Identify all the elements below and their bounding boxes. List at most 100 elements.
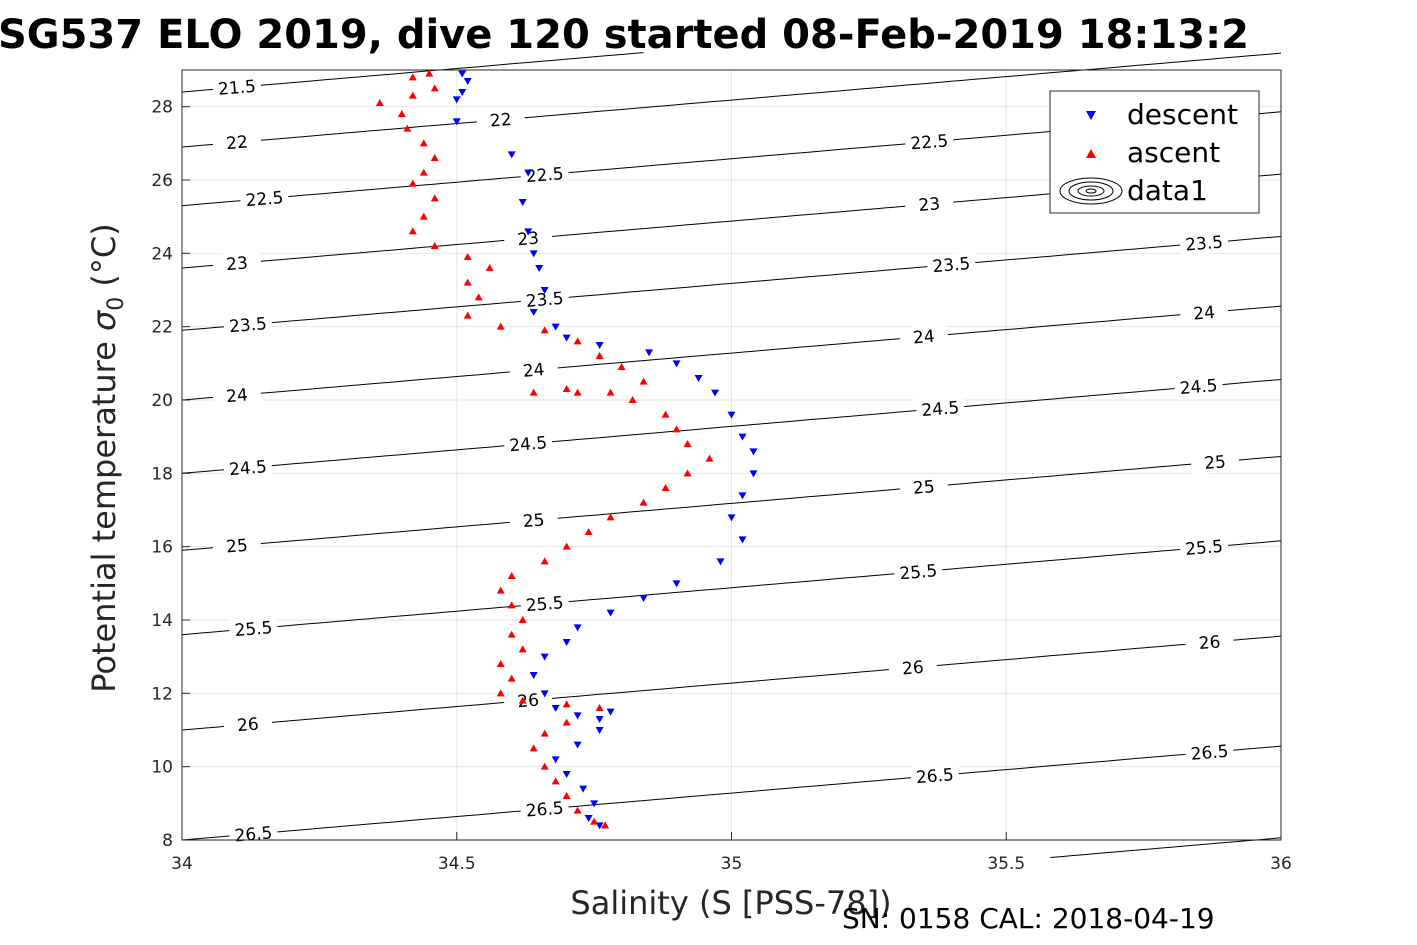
ascent-point <box>562 700 571 708</box>
descent-point <box>458 89 467 96</box>
contour-label-bg <box>503 225 554 252</box>
ascent-point <box>507 630 516 638</box>
descent-point <box>694 375 703 382</box>
descent-point <box>562 334 571 342</box>
contour-label: 23 <box>918 194 941 216</box>
descent-point <box>540 690 549 698</box>
ascent-point <box>518 696 527 704</box>
ascent-point <box>496 689 505 697</box>
y-tick-label: 8 <box>162 831 173 851</box>
ascent-point <box>573 806 582 814</box>
ascent-point <box>496 322 505 330</box>
ascent-point <box>408 179 417 187</box>
ascent-point <box>551 777 560 785</box>
contour-label: 24 <box>1193 303 1216 325</box>
contour-label-bg <box>519 161 570 188</box>
y-tick-label: 20 <box>151 391 173 411</box>
contour-label: 26 <box>1198 632 1221 654</box>
contour-label-bg <box>212 532 262 559</box>
contour-label-bg <box>1173 373 1224 400</box>
contour-label-bg <box>228 615 279 642</box>
contour-label: 25 <box>912 477 935 499</box>
contour-label-bg <box>893 558 944 585</box>
descent-point <box>540 287 549 294</box>
contour-label-bg <box>1190 449 1240 476</box>
descent-point <box>738 492 747 500</box>
contour-label-bg <box>898 473 949 500</box>
descent-point <box>535 265 544 272</box>
contour-label-bg <box>904 128 955 155</box>
descent-point <box>716 558 725 566</box>
y-tick-label: 24 <box>151 244 173 264</box>
descent-point <box>529 250 538 258</box>
contour-label: 22.5 <box>910 131 949 154</box>
ascent-point <box>419 168 428 176</box>
descent-point <box>727 411 736 419</box>
descent-point <box>606 609 615 617</box>
contour-label-bg <box>508 356 559 383</box>
descent-point <box>452 96 461 104</box>
ascent-point <box>496 660 505 667</box>
y-tick-label: 16 <box>151 538 173 558</box>
descent-point <box>562 771 571 778</box>
contour-label-bg <box>519 796 570 823</box>
contour-line <box>181 236 1282 331</box>
ascent-point <box>606 388 615 396</box>
contour-label-bg <box>239 185 290 212</box>
ascent-point <box>408 73 417 81</box>
ascent-point <box>595 352 604 359</box>
ascent-point <box>408 227 417 235</box>
contour-label: 25 <box>225 536 248 558</box>
contour-label: 23.5 <box>228 314 267 337</box>
descent-point <box>579 785 588 793</box>
contour-label: 26.5 <box>234 823 273 846</box>
contour-label: 24.5 <box>921 398 960 421</box>
contour-label: 24.5 <box>228 457 267 480</box>
ascent-point <box>661 484 670 491</box>
descent-point <box>749 470 758 478</box>
contour-label: 26.5 <box>1190 742 1229 765</box>
y-axis-label-unit: (°C) <box>85 223 123 296</box>
contour-line <box>181 745 1282 841</box>
legend: descent ascent data1 <box>1049 90 1260 214</box>
legend-contour-icon <box>1059 177 1123 205</box>
y-tick-label: 14 <box>151 611 173 631</box>
ascent-point <box>683 469 692 477</box>
x-axis-label: Salinity (S [PSS-78]) <box>570 884 891 922</box>
ascent-point <box>562 718 571 726</box>
contour-label: 24 <box>225 385 248 407</box>
ascent-point <box>463 278 472 286</box>
x-tick-label: 35 <box>721 854 743 874</box>
ascent-point <box>375 99 384 106</box>
chart-title: SG537 ELO 2019, dive 120 started 08-Feb-… <box>0 12 1249 58</box>
contour-label: 22 <box>489 110 512 132</box>
ascent-point <box>562 792 571 799</box>
ascent-point <box>540 326 549 334</box>
contour-label-bg <box>223 711 273 738</box>
x-tick-label: 34.5 <box>438 854 476 874</box>
contour-label-bg <box>1179 299 1229 326</box>
descent-point <box>540 653 549 661</box>
contour-label: 24 <box>522 360 545 382</box>
contour-label: 22.5 <box>525 164 564 187</box>
contour-label: 26 <box>517 691 540 713</box>
y-tick-label: 22 <box>151 318 173 338</box>
descent-point <box>524 228 533 236</box>
ascent-point <box>705 454 714 462</box>
ascent-point <box>419 212 428 220</box>
contour-label: 23.5 <box>525 289 564 312</box>
ascent-point <box>540 729 549 737</box>
descent-point <box>595 727 604 734</box>
contour-label-bg <box>223 311 273 338</box>
contour-line <box>181 540 1282 636</box>
contour-label-bg <box>1179 230 1229 257</box>
contour-label-bg <box>212 382 262 409</box>
ascent-point <box>573 337 582 345</box>
contour-label: 22 <box>225 132 248 154</box>
contour-label-bg <box>887 654 938 681</box>
ascent-point <box>403 124 412 132</box>
contour-line <box>181 456 1282 551</box>
ascent-point <box>496 586 505 594</box>
contour-label: 26.5 <box>915 765 954 788</box>
